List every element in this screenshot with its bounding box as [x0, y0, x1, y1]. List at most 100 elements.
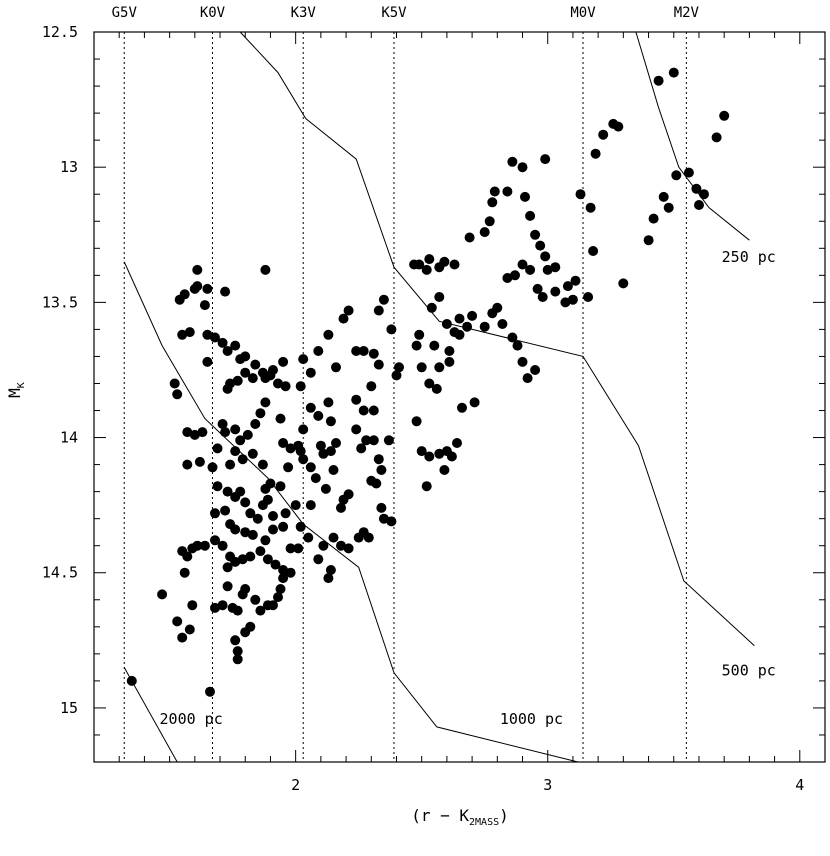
data-point-256	[532, 283, 543, 294]
data-point-152	[325, 446, 336, 457]
y-tick-label-1: 13	[60, 158, 78, 176]
data-point-141	[343, 543, 354, 554]
data-point-12	[199, 540, 210, 551]
data-point-178	[368, 435, 379, 446]
data-point-96	[260, 483, 271, 494]
data-point-33	[177, 329, 188, 340]
data-point-271	[613, 121, 624, 132]
data-point-213	[446, 451, 457, 462]
distance-label-1: 500 pc	[722, 661, 776, 679]
data-point-78	[257, 459, 268, 470]
data-point-261	[570, 275, 581, 286]
data-point-36	[192, 264, 203, 275]
x-axis-title-subscript: 2MASS	[469, 817, 499, 828]
data-point-140	[336, 540, 346, 551]
data-point-9	[182, 551, 193, 562]
data-point-23	[197, 427, 208, 438]
data-point-73	[220, 427, 231, 438]
data-point-107	[278, 521, 289, 532]
data-point-174	[358, 405, 369, 416]
spectral-label-5: M2V	[674, 5, 700, 21]
data-point-239	[484, 216, 495, 227]
data-point-71	[230, 424, 241, 435]
y-tick-label-5: 15	[60, 699, 78, 717]
data-point-220	[457, 402, 467, 413]
data-point-218	[444, 356, 455, 367]
data-point-133	[232, 654, 243, 665]
data-point-257	[537, 292, 548, 302]
data-point-77	[247, 448, 258, 459]
data-point-163	[343, 489, 354, 500]
data-point-63	[265, 370, 276, 381]
data-point-55	[313, 346, 324, 356]
data-point-243	[507, 156, 518, 167]
data-points	[126, 67, 730, 697]
data-point-28	[169, 378, 180, 389]
data-point-167	[331, 362, 341, 373]
data-point-171	[373, 359, 384, 370]
data-point-53	[298, 354, 309, 365]
data-point-70	[235, 435, 246, 446]
data-point-264	[575, 189, 586, 200]
x-axis-title-main: (r − K	[411, 806, 469, 825]
data-point-186	[376, 465, 387, 475]
data-point-280	[683, 167, 694, 178]
data-point-187	[383, 435, 394, 446]
y-axis-title-main: M	[5, 388, 24, 398]
y-axis-title: MK	[5, 382, 27, 398]
data-point-113	[230, 556, 241, 567]
data-point-46	[230, 340, 241, 351]
data-point-200	[426, 302, 437, 313]
data-point-146	[325, 565, 336, 575]
data-point-263	[540, 154, 551, 165]
spectral-label-0: G5V	[112, 5, 138, 21]
data-point-215	[421, 481, 432, 492]
spectral-label-2: K3V	[291, 5, 317, 21]
data-point-195	[421, 264, 432, 275]
data-point-265	[585, 202, 596, 213]
data-point-45	[222, 346, 233, 356]
data-point-238	[479, 227, 490, 238]
data-point-250	[542, 264, 553, 275]
data-point-205	[424, 378, 435, 389]
data-point-153	[315, 440, 326, 451]
x-tick-label-1: 3	[543, 776, 552, 794]
data-point-4	[177, 632, 188, 643]
data-point-259	[560, 297, 571, 308]
data-point-157	[298, 454, 309, 465]
data-point-103	[240, 527, 251, 538]
data-point-111	[293, 543, 304, 554]
data-point-18	[210, 602, 220, 613]
data-point-249	[540, 251, 551, 262]
data-point-192	[386, 516, 397, 527]
data-point-222	[434, 292, 445, 302]
data-point-217	[444, 346, 455, 356]
data-point-29	[172, 389, 183, 400]
data-point-272	[618, 278, 629, 289]
data-point-15	[222, 562, 233, 573]
data-point-198	[439, 256, 450, 267]
data-point-110	[285, 543, 296, 554]
x-axis-title-suffix: )	[499, 806, 509, 825]
axis-ticks	[94, 31, 825, 763]
data-point-61	[247, 373, 258, 384]
data-point-149	[323, 397, 334, 408]
data-point-228	[479, 321, 490, 332]
data-point-138	[318, 540, 329, 551]
data-point-86	[275, 413, 286, 424]
y-tick-label-0: 12.5	[42, 23, 78, 41]
data-point-56	[273, 378, 283, 389]
data-point-208	[411, 416, 422, 427]
data-point-266	[588, 246, 599, 256]
data-point-221	[469, 397, 480, 408]
data-point-226	[462, 321, 473, 332]
data-point-66	[260, 397, 271, 408]
data-point-97	[268, 511, 278, 521]
data-point-273	[643, 235, 654, 246]
data-point-120	[285, 567, 296, 578]
data-point-134	[232, 646, 243, 657]
distance-curve-1	[635, 31, 750, 241]
data-point-166	[343, 305, 354, 316]
